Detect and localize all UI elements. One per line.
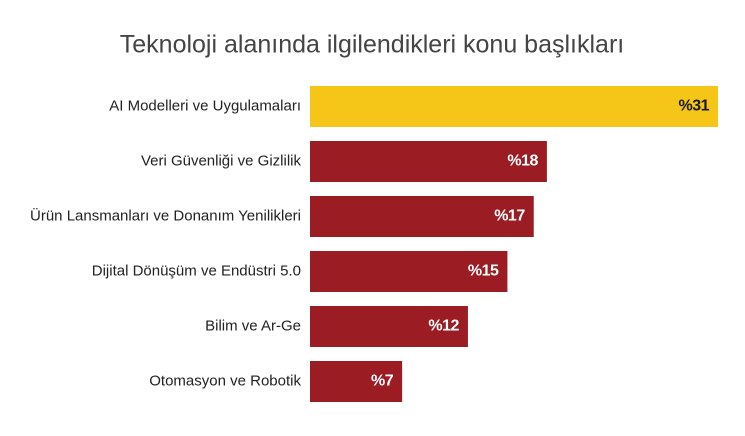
- chart-title: Teknoloji alanında ilgilendikleri konu b…: [120, 31, 624, 59]
- bar: [310, 196, 534, 237]
- category-label: Dijital Dönüşüm ve Endüstri 5.0: [92, 262, 301, 279]
- bar: [310, 306, 468, 347]
- value-label: %17: [494, 208, 525, 225]
- category-label: Otomasyon ve Robotik: [149, 372, 301, 389]
- bar: [310, 361, 403, 402]
- category-label: Veri Güvenliği ve Gizlilik: [141, 152, 302, 169]
- value-label: %31: [678, 98, 709, 115]
- bar: [310, 141, 547, 182]
- category-label: AI Modelleri ve Uygulamaları: [109, 97, 301, 114]
- value-label: %18: [507, 153, 538, 170]
- value-label: %15: [468, 263, 499, 280]
- category-label: Bilim ve Ar-Ge: [205, 317, 301, 334]
- value-label: %12: [428, 318, 459, 335]
- bar: [310, 251, 508, 292]
- value-label: %7: [371, 373, 394, 390]
- bar: [310, 86, 718, 127]
- category-label: Ürün Lansmanları ve Donanım Yenilikleri: [30, 206, 301, 224]
